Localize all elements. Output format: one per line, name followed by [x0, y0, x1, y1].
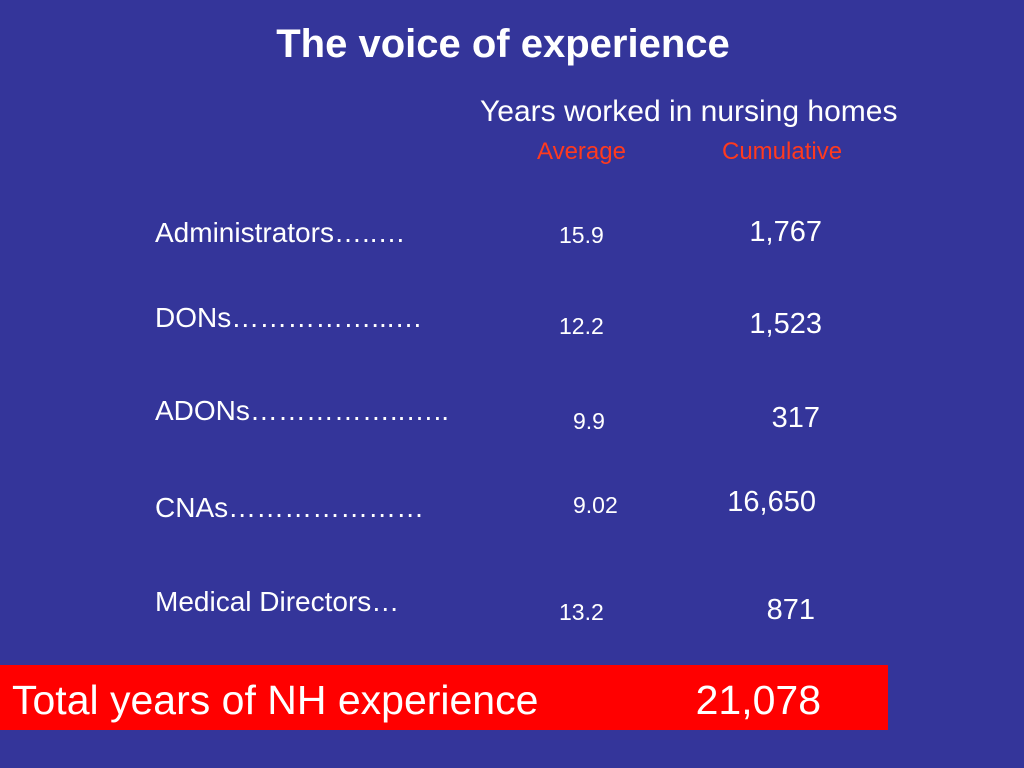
row-label: ADONs……………..…..	[155, 395, 450, 426]
cumulative: 317	[771, 402, 820, 434]
average: 12.2	[559, 313, 604, 339]
cumulative: 16,650	[727, 486, 816, 518]
cumulative: 1,767	[749, 216, 822, 248]
row-label: DONs……………...…	[155, 302, 423, 333]
title: The voice of experience	[276, 22, 730, 66]
average: 9.9	[573, 408, 605, 434]
column-header: Cumulative	[722, 138, 843, 165]
column-header: Average	[537, 138, 626, 165]
subtitle: Years worked in nursing homes	[480, 95, 898, 128]
row-label: Medical Directors…	[155, 586, 400, 617]
cumulative: 1,523	[749, 308, 822, 340]
row-label: Administrators…..…	[155, 217, 406, 248]
total-label: Total years of NH experience	[12, 677, 539, 723]
total-box	[0, 665, 888, 730]
total-value: 21,078	[695, 677, 821, 723]
row-label: CNAs…………………	[155, 492, 425, 523]
cumulative: 871	[766, 594, 815, 626]
average: 15.9	[559, 222, 604, 248]
average: 13.2	[559, 599, 604, 625]
average: 9.02	[573, 492, 618, 518]
